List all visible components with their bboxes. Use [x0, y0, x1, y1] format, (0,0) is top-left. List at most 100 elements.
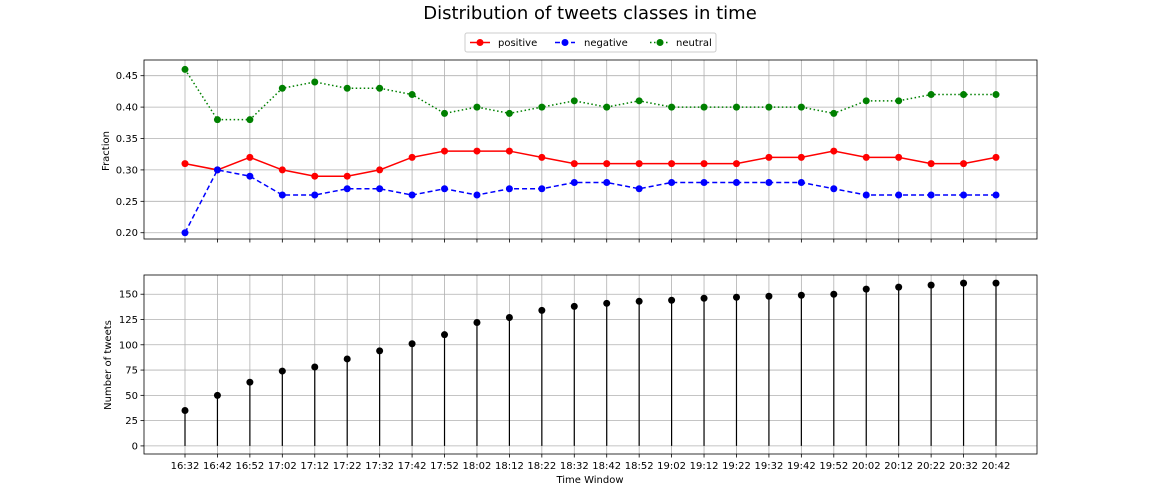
x-tick-label: 20:32 — [949, 461, 978, 472]
point-positive — [246, 153, 254, 161]
tweet-count-panel: 0 25 50 75 100 125 150 16:32 16:42 16:52 17:02 17:1… — [119, 274, 1038, 472]
stem-marker — [960, 279, 968, 287]
point-positive — [732, 160, 740, 168]
point-neutral — [278, 84, 286, 92]
point-negative — [181, 229, 189, 237]
point-positive — [311, 172, 319, 180]
stem-marker — [181, 407, 189, 415]
point-negative — [992, 191, 1000, 199]
stem-marker — [668, 296, 676, 304]
chart-title: Distribution of tweets classes in time — [423, 3, 757, 24]
y-tick-label: 150 — [119, 290, 138, 301]
point-neutral — [376, 84, 384, 92]
point-positive — [830, 147, 838, 155]
x-tick-label: 18:32 — [560, 461, 589, 472]
x-tick-label: 19:02 — [657, 461, 686, 472]
x-tick-label: 19:52 — [819, 461, 848, 472]
point-neutral — [538, 103, 546, 111]
legend-item-neutral: neutral — [650, 38, 712, 49]
series-line-neutral — [184, 69, 996, 121]
x-axis-label: Time Window — [555, 475, 623, 486]
point-neutral — [668, 103, 676, 111]
point-positive — [603, 160, 611, 168]
x-tick-label: 19:32 — [755, 461, 784, 472]
point-negative — [862, 191, 870, 199]
point-positive — [992, 153, 1000, 161]
legend: positive negative neutral — [464, 32, 717, 53]
stem-marker — [213, 391, 221, 399]
point-neutral — [505, 109, 513, 117]
stem-marker — [473, 319, 481, 327]
stem-marker — [408, 340, 416, 348]
point-neutral — [570, 97, 578, 105]
x-tick-label: 20:02 — [852, 461, 881, 472]
point-positive — [408, 153, 416, 161]
point-negative — [700, 178, 708, 186]
point-neutral — [311, 78, 319, 86]
point-negative — [213, 166, 221, 174]
y-tick-label: 125 — [119, 315, 138, 326]
point-negative — [408, 191, 416, 199]
point-positive — [376, 166, 384, 174]
point-neutral — [408, 91, 416, 99]
point-neutral — [765, 103, 773, 111]
point-negative — [343, 185, 351, 193]
x-tick-label: 18:02 — [463, 461, 492, 472]
stem-marker — [441, 331, 449, 339]
x-tick-label: 20:42 — [982, 461, 1011, 472]
point-neutral — [213, 116, 221, 124]
legend-box — [464, 32, 717, 53]
stem-marker — [992, 279, 1000, 287]
y-tick-label: 0 — [132, 441, 138, 452]
stem-marker — [343, 355, 351, 363]
y-tick-label: 75 — [125, 366, 138, 377]
point-neutral — [960, 91, 968, 99]
stem-marker — [862, 285, 870, 293]
stem-marker — [538, 306, 546, 314]
point-positive — [441, 147, 449, 155]
point-neutral — [700, 103, 708, 111]
point-negative — [895, 191, 903, 199]
point-negative — [797, 178, 805, 186]
point-negative — [635, 185, 643, 193]
point-positive — [862, 153, 870, 161]
point-negative — [473, 191, 481, 199]
x-tick-label: 18:42 — [592, 461, 621, 472]
point-negative — [441, 185, 449, 193]
y-tick-label: 100 — [119, 340, 138, 351]
x-tick-label: 17:42 — [398, 461, 427, 472]
y-axis-label-fraction: Fraction — [101, 131, 112, 171]
legend-label-positive: positive — [498, 38, 537, 49]
x-tick-label: 17:22 — [333, 461, 362, 472]
point-neutral — [797, 103, 805, 111]
point-positive — [343, 172, 351, 180]
x-tick-label: 19:22 — [722, 461, 751, 472]
point-negative — [505, 185, 513, 193]
point-negative — [765, 178, 773, 186]
point-neutral — [635, 97, 643, 105]
x-tick-label: 16:52 — [235, 461, 264, 472]
point-neutral — [830, 109, 838, 117]
stem-marker — [927, 281, 935, 289]
point-negative — [538, 185, 546, 193]
point-negative — [927, 191, 935, 199]
stem-marker — [765, 292, 773, 300]
legend-marker-neutral — [656, 39, 664, 46]
x-tick-label: 17:52 — [430, 461, 459, 472]
fraction-panel: 0.20 0.25 0.30 0.35 0.40 0.45 — [116, 59, 1038, 243]
stem-marker — [376, 347, 384, 355]
stem-marker — [311, 363, 319, 371]
y-tick-label: 0.40 — [116, 103, 138, 114]
point-negative — [830, 185, 838, 193]
x-tick-label: 20:12 — [884, 461, 913, 472]
point-positive — [797, 153, 805, 161]
point-positive — [473, 147, 481, 155]
x-tick-label: 19:12 — [690, 461, 719, 472]
point-positive — [668, 160, 676, 168]
y-tick-label: 0.25 — [116, 197, 138, 208]
point-positive — [927, 160, 935, 168]
stem-marker — [246, 378, 254, 386]
point-positive — [700, 160, 708, 168]
x-tick-label: 19:42 — [787, 461, 816, 472]
stem-marker — [570, 302, 578, 310]
